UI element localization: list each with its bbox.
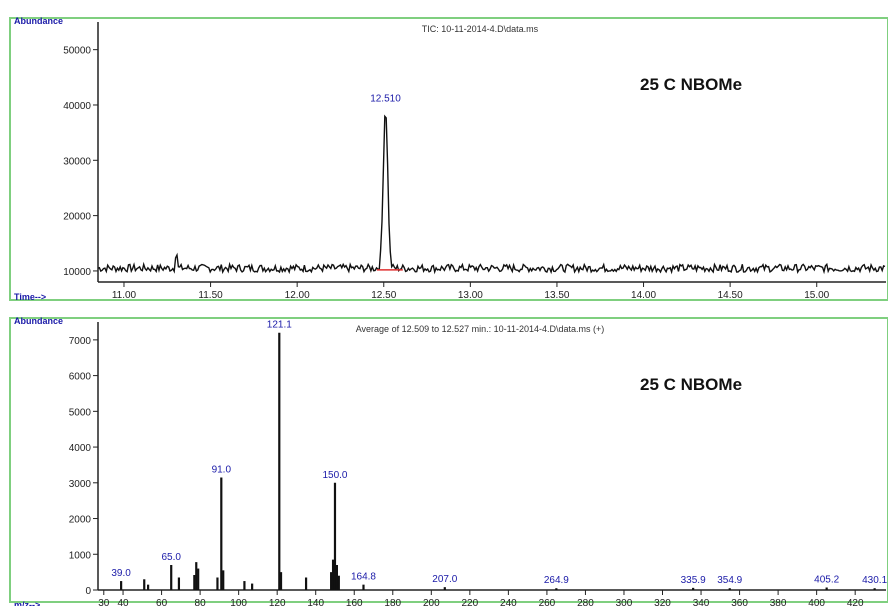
x-axis-label: Time--> <box>14 292 46 302</box>
x-tick-label: 15.00 <box>804 290 829 301</box>
x-tick-label: 30 <box>98 598 110 606</box>
x-tick-label: 300 <box>616 598 633 606</box>
x-tick-label: 40 <box>117 598 129 606</box>
x-tick-label: 14.50 <box>718 290 743 301</box>
panel-frame <box>9 317 888 603</box>
peak-mz-label: 405.2 <box>814 574 839 585</box>
x-tick-label: 280 <box>577 598 594 606</box>
y-tick-label: 3000 <box>69 479 92 490</box>
x-tick-label: 220 <box>461 598 478 606</box>
peak-mz-label: 164.8 <box>351 572 376 583</box>
y-tick-label: 10000 <box>63 267 91 278</box>
chart-title: Average of 12.509 to 12.527 min.: 10-11-… <box>356 324 605 334</box>
peak-mz-label: 335.9 <box>681 575 706 586</box>
x-tick-label: 180 <box>384 598 401 606</box>
x-tick-label: 160 <box>346 598 363 606</box>
x-tick-label: 380 <box>770 598 787 606</box>
y-tick-label: 7000 <box>69 336 92 347</box>
peak-label: 12.510 <box>370 94 401 105</box>
x-tick-label: 12.50 <box>371 290 396 301</box>
mass-spectrum-chart-panel: Average of 12.509 to 12.527 min.: 10-11-… <box>9 316 888 606</box>
y-axis-label: Abundance <box>14 16 63 26</box>
x-tick-label: 200 <box>423 598 440 606</box>
x-tick-label: 13.50 <box>544 290 569 301</box>
x-tick-label: 400 <box>808 598 825 606</box>
x-tick-label: 360 <box>731 598 748 606</box>
x-tick-label: 60 <box>156 598 168 606</box>
x-tick-label: 140 <box>307 598 324 606</box>
tic-chart-panel: TIC: 10-11-2014-4.D\data.ms Abundance Time… <box>9 16 888 302</box>
peak-mz-label: 65.0 <box>161 552 181 563</box>
x-tick-label: 11.00 <box>112 290 137 301</box>
y-tick-label: 40000 <box>63 101 91 112</box>
x-tick-label: 12.00 <box>285 290 310 301</box>
y-tick-label: 0 <box>85 586 91 597</box>
x-tick-label: 240 <box>500 598 517 606</box>
y-tick-label: 20000 <box>63 212 91 223</box>
x-tick-label: 100 <box>230 598 247 606</box>
y-tick-label: 2000 <box>69 515 92 526</box>
peak-mz-label: 39.0 <box>111 568 131 579</box>
y-axis-label: Abundance <box>14 316 63 326</box>
x-tick-label: 120 <box>269 598 286 606</box>
x-tick-label: 320 <box>654 598 671 606</box>
peak-mz-label: 264.9 <box>544 575 569 586</box>
y-tick-label: 1000 <box>69 550 92 561</box>
x-tick-label: 80 <box>195 598 207 606</box>
x-tick-label: 14.00 <box>631 290 656 301</box>
chart-title: TIC: 10-11-2014-4.D\data.ms <box>422 24 539 34</box>
y-tick-label: 4000 <box>69 443 92 454</box>
peak-mz-label: 121.1 <box>267 320 292 331</box>
x-tick-label: 11.50 <box>198 290 223 301</box>
peak-mz-label: 207.0 <box>432 574 457 585</box>
y-tick-label: 30000 <box>63 156 91 167</box>
x-tick-label: 13.00 <box>458 290 483 301</box>
x-tick-label: 340 <box>693 598 710 606</box>
y-tick-label: 50000 <box>63 46 91 57</box>
x-tick-label: 260 <box>539 598 556 606</box>
compound-name-text: 25 C NBOMe <box>640 75 742 94</box>
peak-mz-label: 91.0 <box>212 464 232 475</box>
x-tick-label: 420 <box>847 598 864 606</box>
peak-mz-label: 354.9 <box>717 575 742 586</box>
x-axis-label: m/z--> <box>14 600 40 606</box>
peak-mz-label: 430.1 <box>862 575 887 586</box>
tic-trace-line <box>97 114 886 275</box>
peak-mz-label: 150.0 <box>322 470 347 481</box>
y-tick-label: 6000 <box>69 372 92 383</box>
y-tick-label: 5000 <box>69 407 92 418</box>
panel-frame <box>9 17 888 301</box>
compound-name-text: 25 C NBOMe <box>640 375 742 394</box>
